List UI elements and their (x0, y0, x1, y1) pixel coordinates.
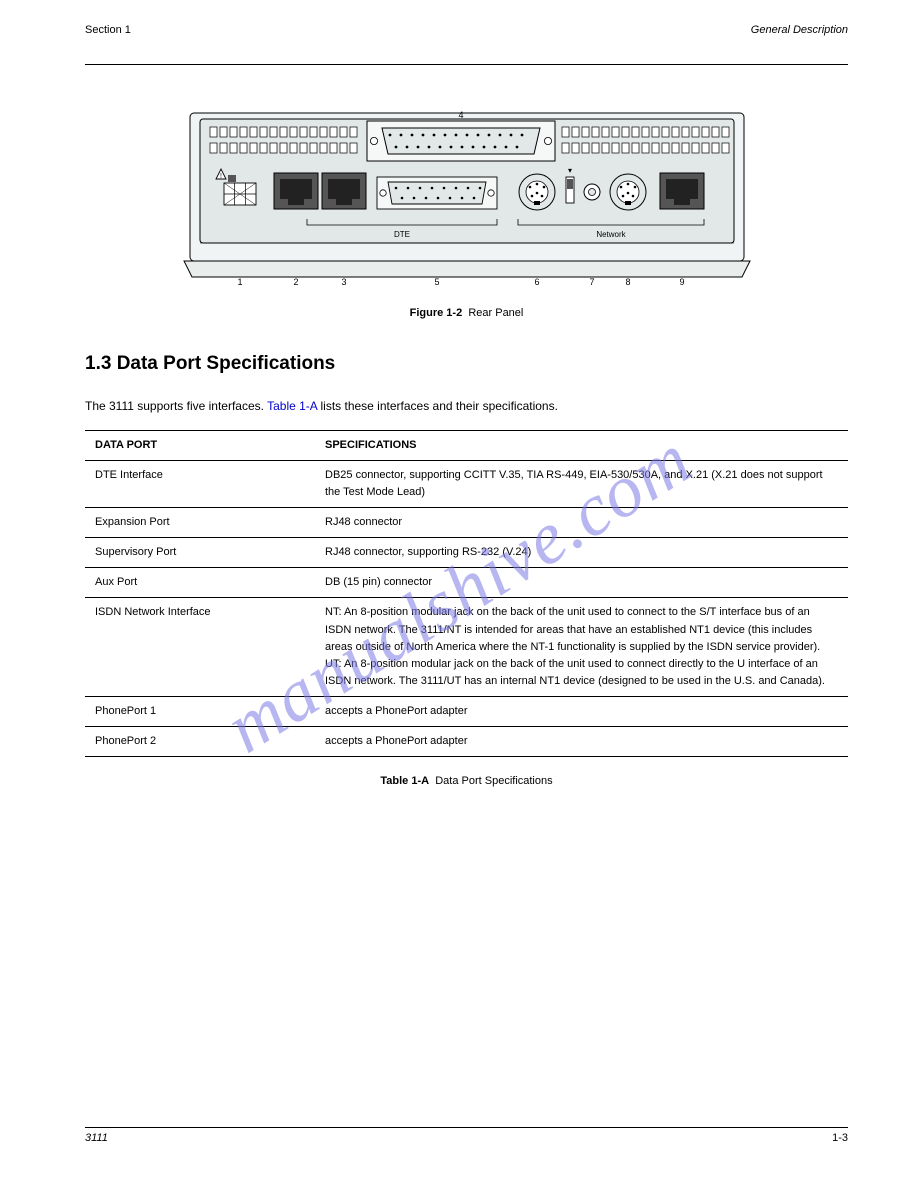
cell-spec: DB25 connector, supporting CCITT V.35, T… (315, 461, 848, 508)
table-header-row: DATA PORT SPECIFICATIONS (85, 431, 848, 461)
header-section: Section 1 (85, 24, 131, 36)
isdn-rj (660, 173, 704, 209)
svg-text:▾: ▾ (567, 166, 571, 175)
figure-title: Figure 1-2 (410, 307, 463, 319)
spec-table: DATA PORT SPECIFICATIONS DTE InterfaceDB… (85, 430, 848, 757)
cell-spec: DB (15 pin) connector (315, 568, 848, 598)
footer-page: 1-3 (832, 1132, 848, 1144)
db25-connector (367, 121, 555, 161)
table-row: PhonePort 1accepts a PhonePort adapter (85, 696, 848, 726)
page-header: Section 1 General Description (85, 24, 848, 36)
small-jack (584, 184, 600, 200)
cell-spec: RJ48 connector (315, 508, 848, 538)
section-desc-part1: The 3111 supports five interfaces. (85, 399, 267, 413)
callout-5: 5 (434, 277, 439, 287)
callout-4: 4 (458, 110, 463, 120)
header-title: General Description (751, 24, 848, 36)
svg-text:!: ! (220, 173, 222, 180)
db15-aux (377, 177, 497, 209)
rj48-expansion (274, 173, 318, 209)
rj48-supervisory (322, 173, 366, 209)
table-row: Supervisory PortRJ48 connector, supporti… (85, 538, 848, 568)
bracket-dte-label: DTE (394, 230, 410, 239)
cell-port: Supervisory Port (85, 538, 315, 568)
cell-port: PhonePort 1 (85, 696, 315, 726)
cell-port: Expansion Port (85, 508, 315, 538)
cell-spec: RJ48 connector, supporting RS-232 (V.24) (315, 538, 848, 568)
page-footer: 3111 1-3 (85, 1127, 848, 1144)
col-header-port: DATA PORT (85, 431, 315, 461)
col-header-spec: SPECIFICATIONS (315, 431, 848, 461)
callout-7: 7 (589, 277, 594, 287)
phoneport1-din (519, 174, 555, 210)
cell-port: PhonePort 2 (85, 726, 315, 756)
bracket-network-label: Network (596, 230, 626, 239)
table-row: ISDN Network InterfaceNT: An 8-position … (85, 598, 848, 696)
footer-rule (85, 1127, 848, 1128)
cell-spec: accepts a PhonePort adapter (315, 726, 848, 756)
section-description: The 3111 supports five interfaces. Table… (85, 397, 848, 416)
section-desc-link[interactable]: Table 1-A (267, 399, 317, 413)
figure-caption: Figure 1-2 Rear Panel (85, 307, 848, 319)
callout-9: 9 (679, 277, 684, 287)
callout-2: 2 (293, 277, 298, 287)
table-caption-title: Table 1-A (380, 775, 429, 787)
footer-left: 3111 (85, 1132, 108, 1144)
table-row: Aux PortDB (15 pin) connector (85, 568, 848, 598)
table-caption-text: Data Port Specifications (435, 775, 552, 787)
section-heading: 1.3 Data Port Specifications (85, 353, 848, 375)
header-rule (85, 64, 848, 65)
phoneport2-din (610, 174, 646, 210)
table-row: PhonePort 2accepts a PhonePort adapter (85, 726, 848, 756)
cell-spec: accepts a PhonePort adapter (315, 696, 848, 726)
cell-port: Aux Port (85, 568, 315, 598)
cell-spec: NT: An 8-position modular jack on the ba… (315, 598, 848, 696)
figure-rear-panel: ! (85, 107, 848, 287)
callout-1: 1 (237, 277, 242, 287)
callout-3: 3 (341, 277, 346, 287)
cell-port: ISDN Network Interface (85, 598, 315, 696)
table-row: Expansion PortRJ48 connector (85, 508, 848, 538)
cell-port: DTE Interface (85, 461, 315, 508)
table-row: DTE InterfaceDB25 connector, supporting … (85, 461, 848, 508)
callout-6: 6 (534, 277, 539, 287)
figure-caption-text: Rear Panel (468, 307, 523, 319)
table-caption: Table 1-A Data Port Specifications (85, 775, 848, 787)
section-desc-part2: lists these interfaces and their specifi… (317, 399, 558, 413)
page-container: Section 1 General Description (0, 0, 918, 1188)
callout-8: 8 (625, 277, 630, 287)
rear-panel-diagram: ! (182, 107, 752, 287)
